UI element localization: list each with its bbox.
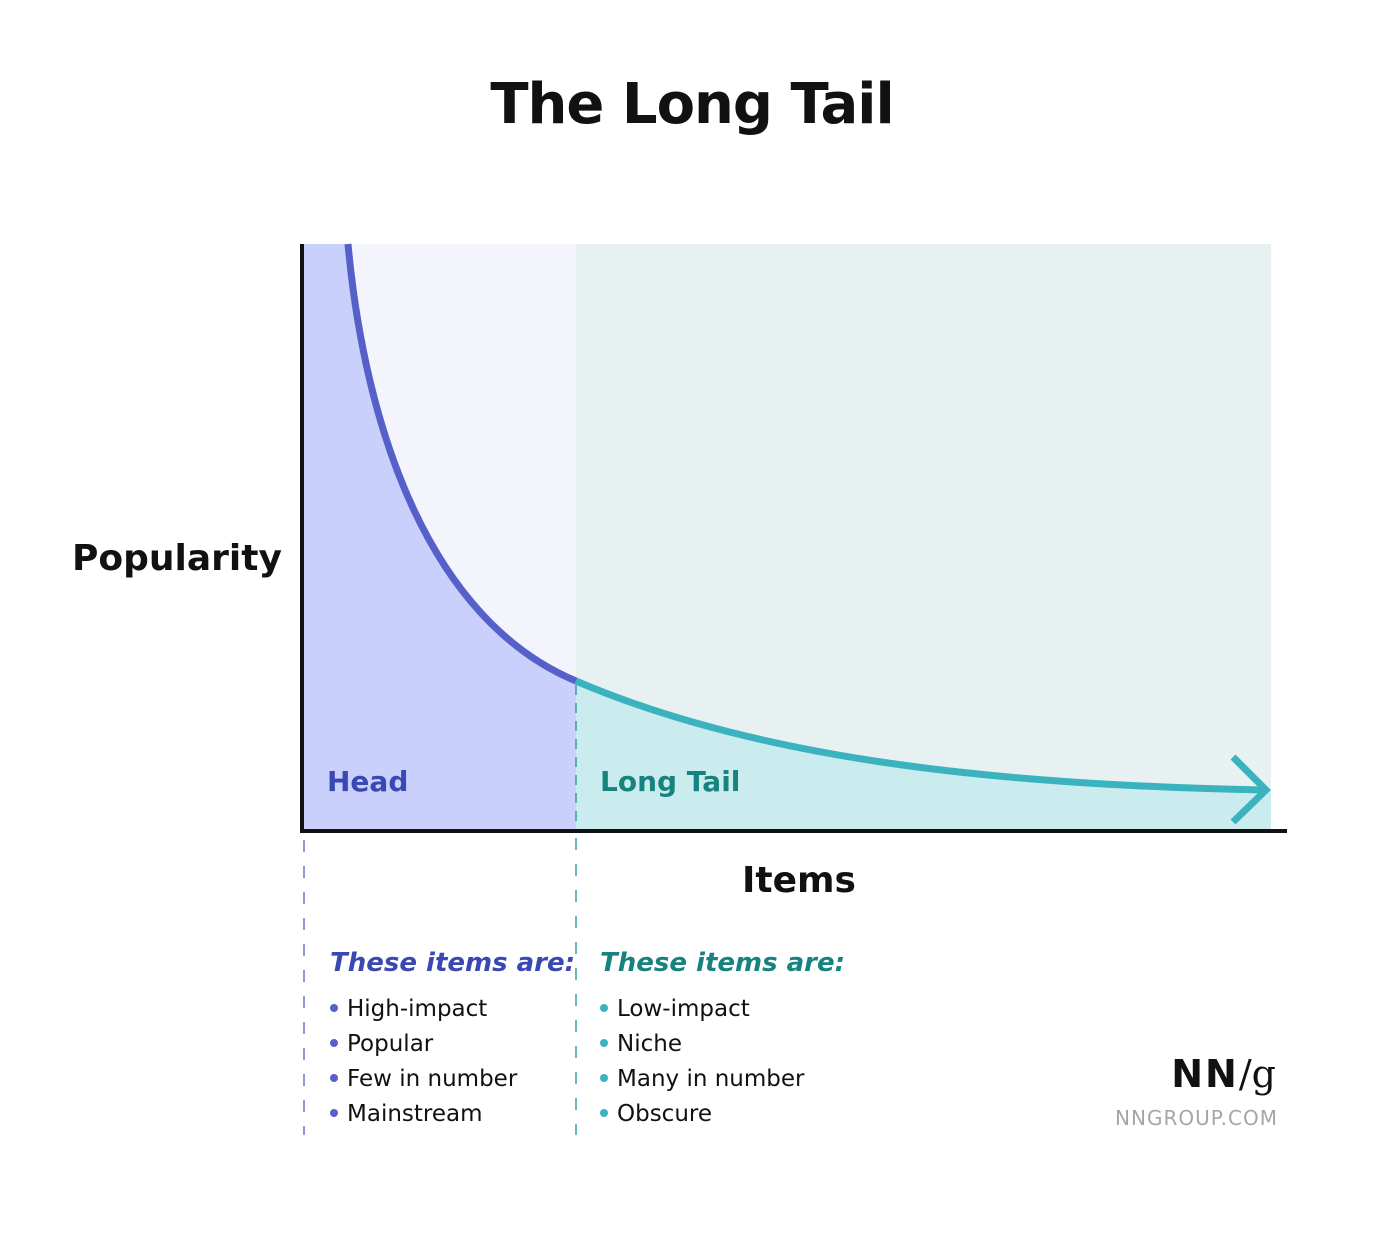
head-list-heading: These items are: xyxy=(330,948,576,978)
list-item-text: Niche xyxy=(617,1031,682,1057)
y-axis-label: Popularity xyxy=(72,538,282,579)
bullet-icon xyxy=(600,1108,608,1117)
list-item: Few in number xyxy=(330,1064,575,1099)
page-title: The Long Tail xyxy=(490,72,894,137)
head-curve xyxy=(344,243,578,685)
long-tail-label: Long Tail xyxy=(600,765,741,798)
list-item: Many in number xyxy=(600,1064,845,1099)
tail-area xyxy=(576,681,1271,831)
bullet-icon xyxy=(600,1003,608,1012)
list-item: Mainstream xyxy=(330,1099,575,1134)
bullet-icon xyxy=(330,1003,338,1012)
nng-logo: NN/g xyxy=(1171,1052,1276,1096)
list-item-text: Few in number xyxy=(347,1066,518,1092)
tail-characteristics: These items are: Low-impact Niche Many i… xyxy=(600,948,845,1134)
list-item-text: Low-impact xyxy=(617,996,750,1022)
bullet-icon xyxy=(600,1073,608,1082)
list-item-text: Obscure xyxy=(617,1101,713,1127)
tail-curve xyxy=(574,677,1265,794)
head-label: Head xyxy=(327,765,409,798)
x-axis-label: Items xyxy=(742,860,856,901)
list-item-text: High-impact xyxy=(347,996,488,1022)
bullet-icon xyxy=(330,1073,338,1082)
head-characteristics: These items are: High-impact Popular Few… xyxy=(330,948,575,1134)
list-item: Low-impact xyxy=(600,994,845,1029)
bullet-icon xyxy=(600,1038,608,1047)
list-item: Popular xyxy=(330,1029,575,1064)
bullet-icon xyxy=(330,1108,338,1117)
list-item-text: Mainstream xyxy=(347,1101,483,1127)
arrow-head-icon xyxy=(1230,754,1271,825)
list-item: Niche xyxy=(600,1029,845,1064)
list-item: Obscure xyxy=(600,1099,845,1134)
list-item-text: Popular xyxy=(347,1031,434,1057)
list-item: High-impact xyxy=(330,994,575,1029)
logo-url: NNGROUP.COM xyxy=(1115,1106,1278,1130)
bullet-icon xyxy=(330,1038,338,1047)
tail-list-heading: These items are: xyxy=(600,948,846,978)
list-item-text: Many in number xyxy=(617,1066,805,1092)
